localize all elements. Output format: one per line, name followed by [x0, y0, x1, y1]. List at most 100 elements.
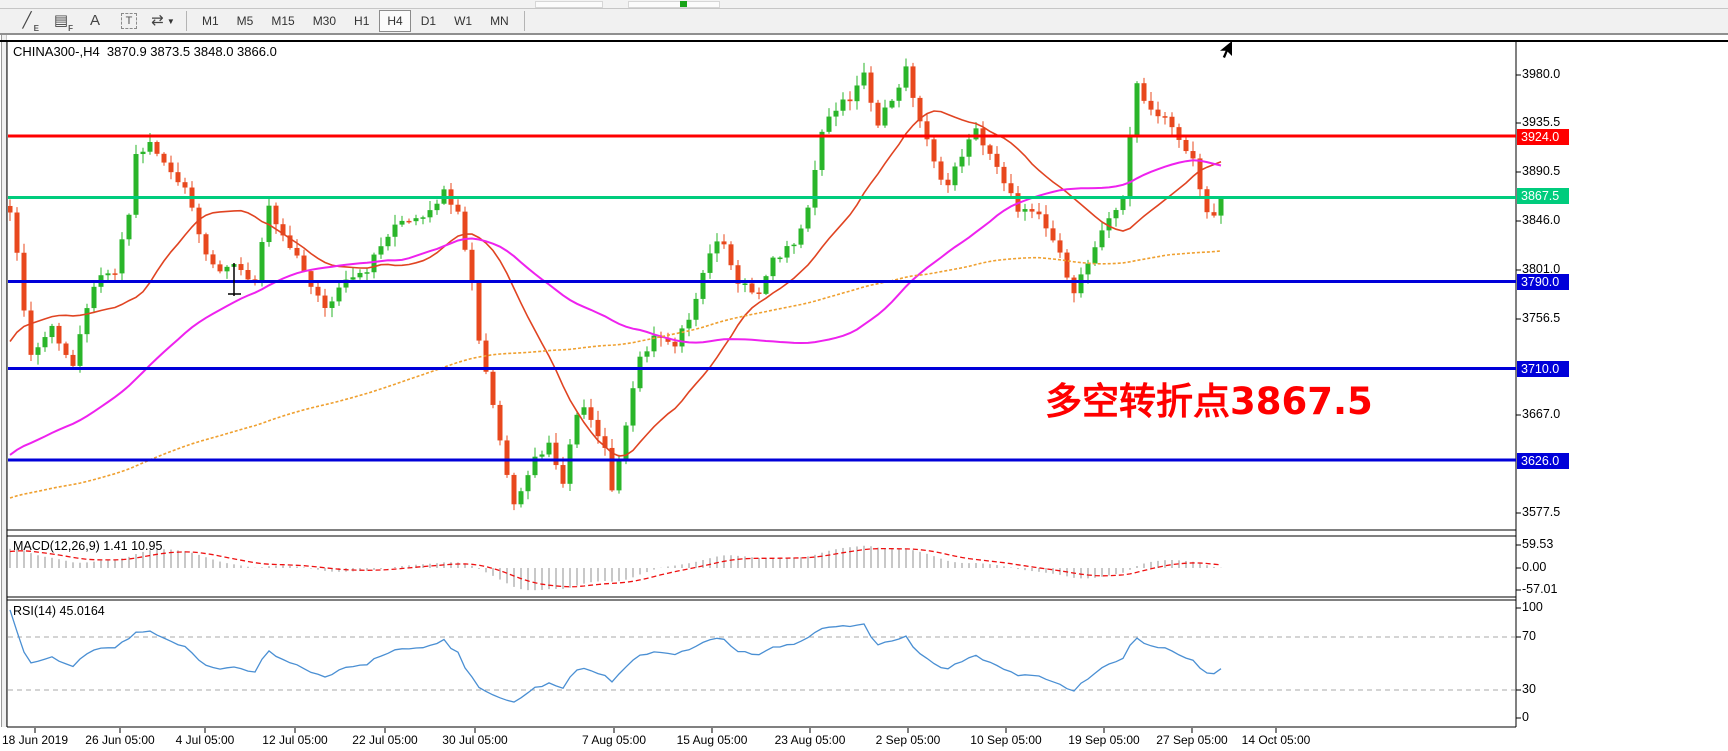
candle-body — [42, 337, 48, 348]
timeframe-m15[interactable]: M15 — [271, 14, 295, 28]
candle-body — [259, 242, 265, 283]
cursor-arrow — [1220, 41, 1232, 58]
candle-body — [973, 128, 979, 140]
candle-body — [945, 179, 951, 186]
candle-body — [287, 235, 293, 248]
time-tick: 15 Aug 05:00 — [676, 733, 748, 747]
equidistant-channel-icon[interactable]: ╱ E — [22, 12, 39, 33]
timeframe-m30[interactable]: M30 — [312, 14, 337, 28]
toolbar-separator — [186, 11, 187, 31]
candle-body — [154, 142, 160, 154]
candle-body — [1176, 127, 1182, 140]
candle-body — [602, 436, 608, 448]
candle-body — [623, 425, 629, 459]
candle-body — [735, 265, 741, 284]
time-tick: 19 Sep 05:00 — [1068, 733, 1140, 747]
candle-body — [497, 404, 503, 441]
candle-body — [476, 282, 482, 341]
candle-body — [427, 210, 433, 218]
candle-body — [742, 283, 748, 285]
candle-body — [336, 287, 342, 302]
candle-body — [147, 142, 153, 152]
candle-body — [133, 154, 139, 215]
price-tick: 3577.5 — [1522, 505, 1561, 519]
timeframe-h4[interactable]: H4 — [379, 10, 411, 32]
candle-body — [749, 283, 755, 293]
candle-body — [686, 319, 692, 329]
candle-body — [273, 205, 279, 225]
candle-body — [1141, 83, 1147, 101]
candle-body — [175, 172, 181, 183]
candle-body — [203, 234, 209, 255]
candle-body — [756, 292, 762, 294]
candle-body — [413, 218, 419, 222]
candle-body — [805, 207, 811, 229]
annotation-text[interactable]: 多空转折点3867.5 — [1045, 380, 1373, 423]
candle-body — [693, 298, 699, 320]
text-label-icon[interactable]: A — [89, 12, 100, 29]
textbox-icon[interactable]: T — [114, 11, 144, 32]
price-tick: 3846.0 — [1522, 213, 1561, 227]
candle-body — [63, 343, 69, 355]
candle-body — [1043, 214, 1049, 229]
candle-body — [588, 407, 594, 420]
toolbar: ╱ E ▤ F A T ⇄ ▼ M1 M5 M15 M30 H1 H4 D1 W1 MN — [0, 9, 1728, 35]
window-top-strip — [0, 0, 1728, 9]
candle-body — [1211, 212, 1217, 216]
candle-body — [1127, 136, 1133, 199]
price-line-label: 3710.0 — [1517, 361, 1569, 377]
candle-body — [525, 475, 531, 492]
candle-body — [434, 203, 440, 211]
timeframe-m1[interactable]: M1 — [202, 14, 219, 28]
candle-body — [1022, 209, 1028, 212]
timeframe-h1[interactable]: H1 — [354, 14, 370, 28]
timeframe-d1[interactable]: D1 — [420, 14, 437, 28]
candle-body — [819, 131, 825, 170]
candle-body — [371, 254, 377, 273]
chart-canvas[interactable] — [0, 40, 1728, 751]
candle-body — [665, 337, 671, 342]
candle-body — [420, 217, 426, 219]
candle-body — [518, 491, 524, 505]
timeframe-group: M1 M5 M15 M30 H1 H4 D1 W1 MN — [193, 10, 518, 32]
candle-body — [714, 241, 720, 254]
candle-body — [364, 272, 370, 274]
candle-body — [546, 442, 552, 455]
candle-body — [931, 139, 937, 162]
candle-body — [1183, 139, 1189, 152]
toolbar-remnant — [628, 1, 720, 8]
rsi-tick: 0 — [1522, 710, 1529, 724]
drawing-tools-group: ╱ E ▤ F A T ⇄ ▼ — [0, 11, 180, 33]
timeframe-w1[interactable]: W1 — [454, 14, 473, 28]
fibonacci-grid-icon[interactable]: ▤ F — [53, 12, 73, 33]
price-line-label: 3626.0 — [1517, 453, 1569, 469]
toolbar-remnant — [535, 1, 603, 8]
candle-body — [609, 447, 615, 491]
candle-body — [630, 388, 636, 426]
candle-body — [1190, 151, 1196, 159]
status-dot — [680, 1, 687, 7]
arrow-objects-icon[interactable]: ⇄ ▼ — [151, 12, 175, 29]
candle-body — [112, 273, 118, 275]
candle-body — [560, 465, 566, 484]
candle-body — [385, 236, 391, 247]
candle-body — [35, 347, 41, 355]
timeframe-m5[interactable]: M5 — [236, 14, 254, 28]
candle-body — [280, 224, 286, 236]
candle-body — [1057, 240, 1063, 253]
price-tick: 3801.0 — [1522, 262, 1561, 276]
price-line-label: 3867.5 — [1517, 188, 1569, 204]
timeframe-mn[interactable]: MN — [490, 14, 509, 28]
candle-body — [644, 351, 650, 357]
candle-body — [553, 442, 559, 466]
candle-body — [455, 204, 461, 212]
candle-body — [728, 244, 734, 266]
time-tick: 23 Aug 05:00 — [774, 733, 846, 747]
candle-body — [826, 116, 832, 132]
candle-body — [924, 121, 930, 140]
macd-signal-line — [9, 547, 1222, 588]
candle-body — [1120, 198, 1126, 211]
time-tick: 22 Jul 05:00 — [352, 733, 418, 747]
candle-body — [707, 253, 713, 273]
candle-body — [938, 161, 944, 180]
